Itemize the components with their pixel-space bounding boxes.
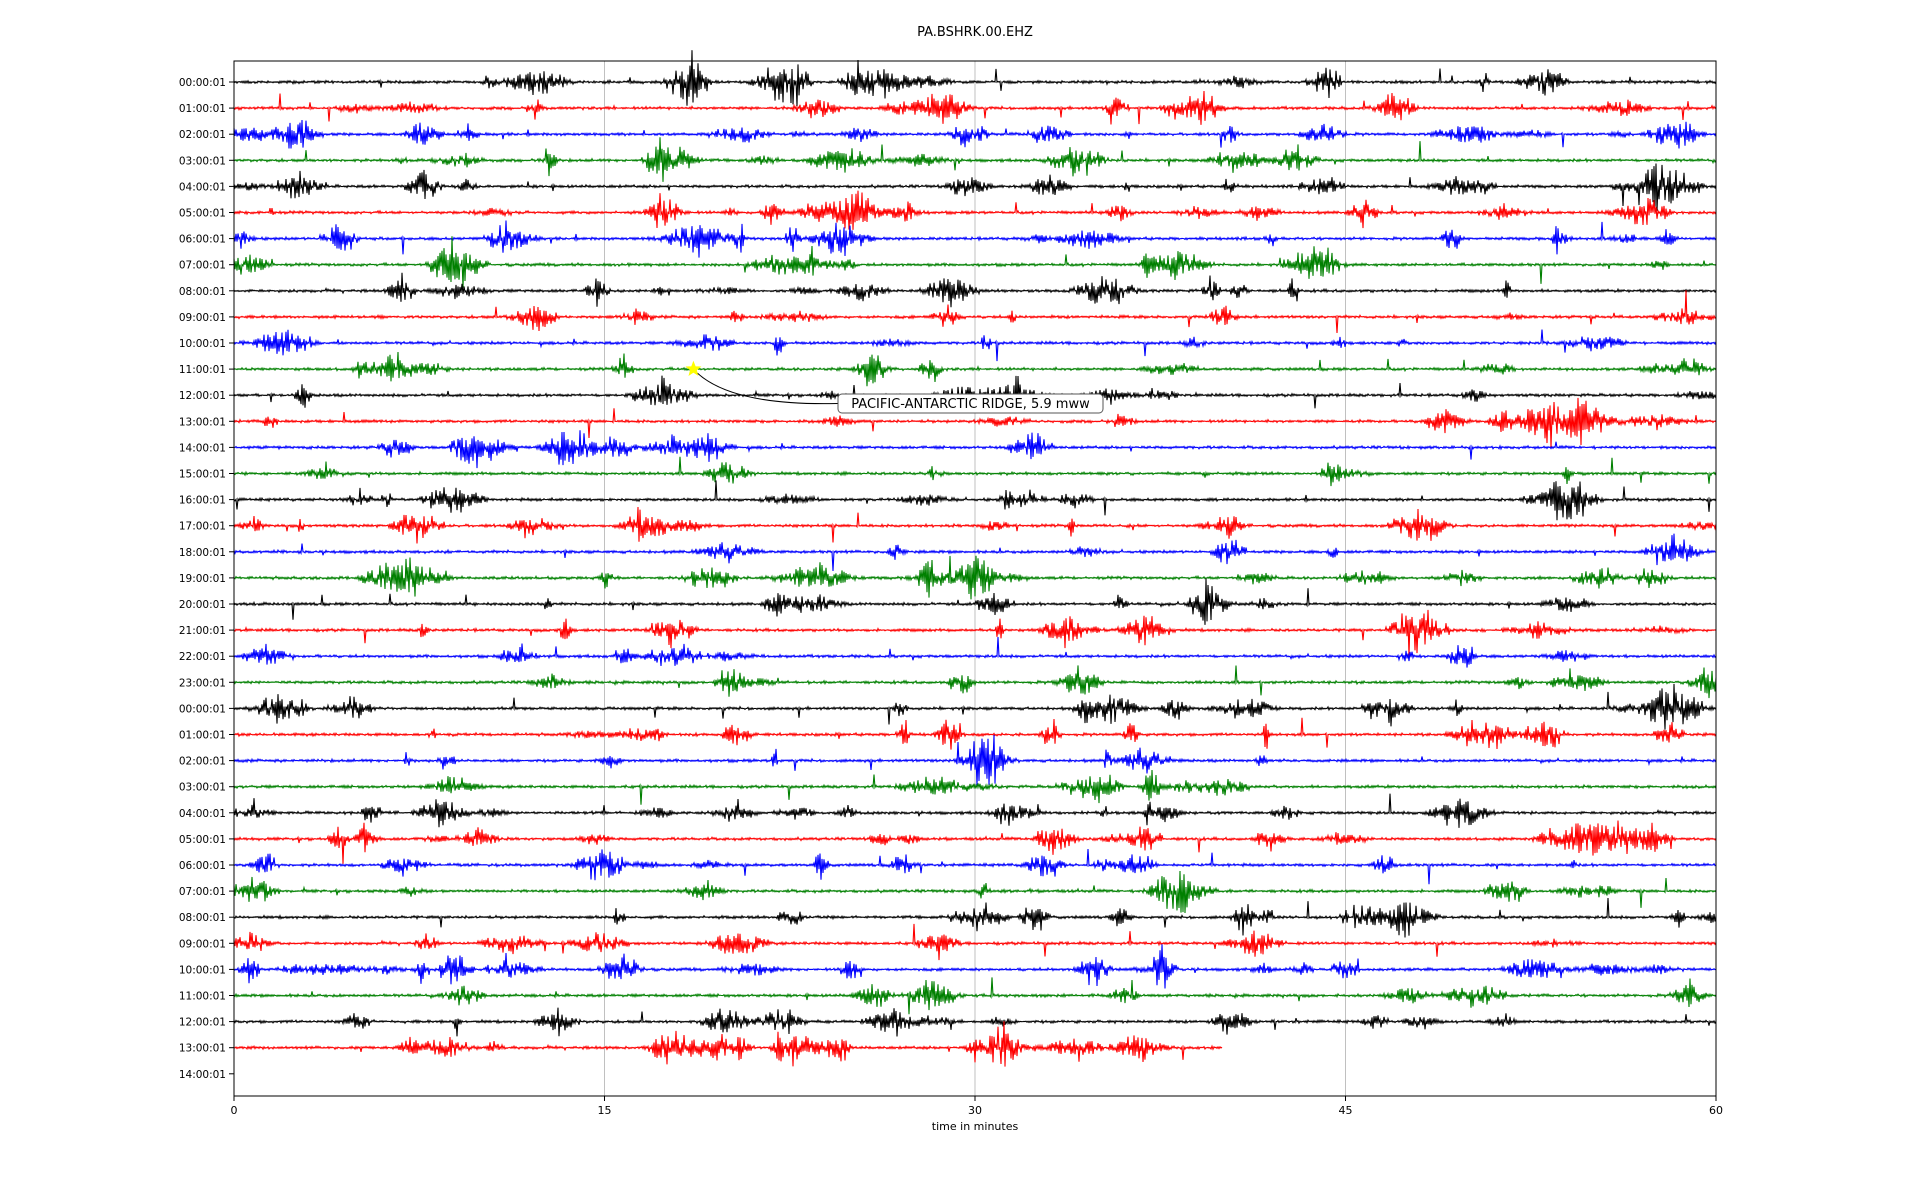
row-label: 12:00:01 — [179, 1017, 226, 1029]
row-label: 22:00:01 — [179, 651, 226, 663]
seismic-trace — [233, 977, 1717, 1015]
row-label: 11:00:01 — [179, 991, 226, 1003]
seismic-trace — [233, 793, 1717, 828]
row-label: 10:00:01 — [179, 964, 226, 976]
seismic-trace — [233, 190, 1717, 230]
row-label: 14:00:01 — [179, 1069, 226, 1081]
row-label: 12:00:01 — [179, 390, 226, 402]
seismic-trace — [233, 163, 1717, 211]
row-label: 09:00:01 — [179, 938, 226, 950]
row-label: 06:00:01 — [179, 860, 226, 872]
row-label: 13:00:01 — [179, 416, 226, 428]
x-tick-label: 60 — [1709, 1104, 1723, 1117]
row-label: 23:00:01 — [179, 677, 226, 689]
row-label: 00:00:01 — [179, 77, 226, 89]
seismic-trace — [233, 870, 1717, 914]
x-axis-label: time in minutes — [932, 1120, 1019, 1133]
seismic-trace — [233, 90, 1717, 125]
row-label: 03:00:01 — [179, 782, 226, 794]
plot-frame — [233, 60, 1717, 1097]
row-label: 02:00:01 — [179, 756, 226, 768]
seismic-trace — [233, 769, 1717, 805]
seismic-trace — [233, 397, 1717, 448]
seismic-trace — [233, 290, 1717, 333]
row-labels: 00:00:01 01:00:01 02:00:01 03:00:01 04:00:01… — [179, 77, 234, 1081]
row-label: 09:00:01 — [179, 312, 226, 324]
row-label: 08:00:01 — [179, 286, 226, 298]
seismic-trace — [233, 137, 1717, 182]
row-label: 15:00:01 — [179, 469, 226, 481]
seismic-trace — [233, 944, 1717, 989]
row-label: 19:00:01 — [179, 573, 226, 585]
event-label: PACIFIC-ANTARCTIC RIDGE, 5.9 mww — [851, 397, 1090, 412]
seismic-trace — [233, 507, 1717, 544]
seismic-traces — [233, 50, 1717, 1067]
row-label: 04:00:01 — [179, 808, 226, 820]
seismic-trace — [233, 50, 1717, 106]
event-star-marker — [685, 360, 702, 376]
row-label: 18:00:01 — [179, 547, 226, 559]
seismic-trace — [233, 923, 1717, 961]
row-label: 11:00:01 — [179, 364, 226, 376]
seismic-trace — [233, 456, 1717, 487]
seismic-trace — [233, 351, 1717, 387]
seismic-trace — [233, 272, 1717, 308]
row-label: 10:00:01 — [179, 338, 226, 350]
row-label: 08:00:01 — [179, 912, 226, 924]
seismic-trace — [233, 665, 1717, 699]
seismic-trace — [233, 220, 1717, 258]
seismic-trace — [233, 120, 1717, 149]
seismic-trace — [233, 683, 1717, 730]
x-tick-label: 45 — [1339, 1104, 1353, 1117]
row-label: 13:00:01 — [179, 1043, 226, 1055]
row-label: 02:00:01 — [179, 129, 226, 141]
row-label: 07:00:01 — [179, 260, 226, 272]
seismic-trace — [233, 717, 1717, 750]
event-label-box — [837, 393, 1104, 414]
row-label: 17:00:01 — [179, 521, 226, 533]
seismic-trace — [233, 578, 1717, 625]
row-label: 21:00:01 — [179, 625, 226, 637]
seismic-trace — [233, 1021, 1223, 1067]
seismic-trace — [233, 480, 1717, 521]
row-label: 05:00:01 — [179, 208, 226, 220]
row-label: 07:00:01 — [179, 886, 226, 898]
row-label: 03:00:01 — [179, 155, 226, 167]
x-axis: 0 15 30 45 60 — [231, 1096, 1723, 1117]
x-tick-label: 30 — [968, 1104, 982, 1117]
x-tick-label: 15 — [598, 1104, 612, 1117]
row-label: 00:00:01 — [179, 703, 226, 715]
row-label: 16:00:01 — [179, 495, 226, 507]
seismic-trace — [233, 897, 1717, 938]
seismic-trace — [233, 533, 1717, 572]
seismic-trace — [233, 734, 1717, 786]
seismic-trace — [233, 609, 1717, 657]
seismic-trace — [233, 636, 1717, 668]
row-label: 06:00:01 — [179, 234, 226, 246]
row-label: 01:00:01 — [179, 103, 226, 115]
seismic-trace — [233, 430, 1717, 469]
row-label: 01:00:01 — [179, 730, 226, 742]
row-label: 14:00:01 — [179, 442, 226, 454]
seismic-trace — [233, 329, 1717, 362]
row-label: 04:00:01 — [179, 181, 226, 193]
seismic-trace — [233, 820, 1717, 864]
x-tick-label: 0 — [231, 1104, 238, 1117]
seismic-trace — [233, 555, 1717, 600]
event-connector — [697, 372, 839, 405]
seismic-trace — [233, 1007, 1717, 1037]
seismic-trace — [233, 236, 1717, 288]
row-label: 05:00:01 — [179, 834, 226, 846]
row-label: 20:00:01 — [179, 599, 226, 611]
seismic-trace — [233, 848, 1717, 885]
chart-title: PA.BSHRK.00.EHZ — [917, 25, 1033, 40]
event-annotation: PACIFIC-ANTARCTIC RIDGE, 5.9 mww — [685, 360, 1104, 414]
